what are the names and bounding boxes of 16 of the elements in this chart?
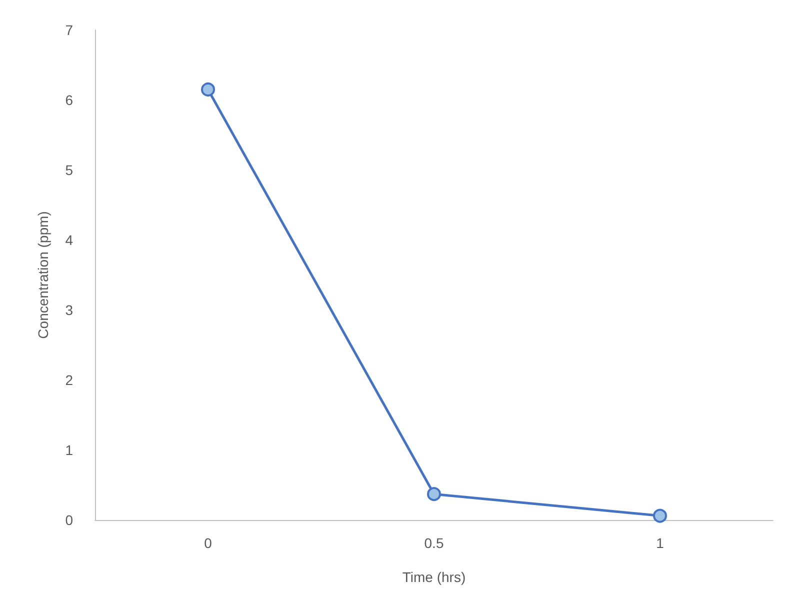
point <box>653 508 667 523</box>
y-axis-title: Concentration (ppm) <box>35 211 51 339</box>
y-tick-label: 5 <box>65 162 74 178</box>
x-axis-title: Time (hrs) <box>402 569 466 585</box>
x-tick-label: 0 <box>204 535 212 551</box>
x-tick-label: 0.5 <box>424 535 444 551</box>
y-tick-label: 0 <box>65 512 74 528</box>
y-tick-label: 2 <box>65 372 74 388</box>
y-tick-label: 3 <box>65 302 74 318</box>
y-tick-label: 4 <box>65 232 74 248</box>
x-tick-label: 1 <box>656 535 664 551</box>
y-tick-label: 6 <box>65 92 74 108</box>
y-tick-label: 7 <box>65 22 74 38</box>
y-tick-label: 1 <box>65 442 74 458</box>
point <box>427 487 441 502</box>
point <box>201 82 215 96</box>
